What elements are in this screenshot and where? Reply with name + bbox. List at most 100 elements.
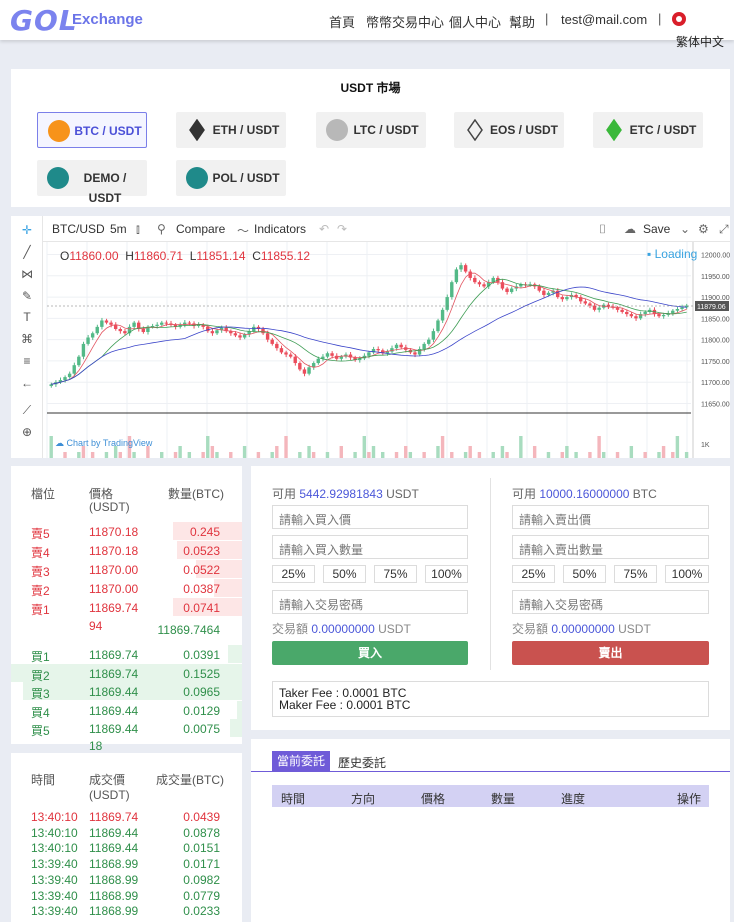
nav-user-center[interactable]: 個人中心 [449,15,502,30]
candle-body [104,320,109,323]
trade-qty: 0.0171 [183,857,220,872]
user-email[interactable]: test@mail.com [561,12,648,27]
sell-qty-input[interactable]: 請輸入賣出數量 [512,535,709,559]
bid-row[interactable]: 買2 11869.74 0.1525 [11,663,242,683]
candle-body [67,373,72,378]
pattern-icon[interactable]: ⌘ [21,332,33,346]
ma-line-slow [51,286,687,385]
volume-bar [629,446,634,458]
ruler-icon[interactable]: ⟋ [22,403,32,417]
buy-pct-25[interactable]: 25% [272,565,315,583]
buy-qty-input[interactable]: 請輸入買入數量 [272,535,468,559]
volume-bar [602,452,606,458]
zoom-icon[interactable]: ⊕ [21,425,33,439]
candle-body [371,349,376,353]
chevron-down-icon[interactable]: ⌄ [680,222,691,236]
ask-depth-bar [172,522,242,540]
nav-trading-center[interactable]: 幣幣交易中心 [366,15,445,30]
volume-bar [450,452,454,458]
bid-row[interactable]: 買3 11869.44 0.0965 [11,682,242,701]
coin-button-0[interactable]: BTC / USDT [37,112,147,148]
sell-button[interactable]: 賣出 [512,641,709,665]
chart-type-icon[interactable]: ⫾ [136,222,140,236]
compare-icon[interactable]: ⚲ [157,222,166,236]
buy-password-input[interactable]: 請輸入交易密碼 [272,590,468,614]
price-chart-canvas[interactable]: 12000.00 11950.00 11900.00 11850.00 11800.00… [11,242,730,458]
buy-pct-75[interactable]: 75% [374,565,417,583]
coin-button-6[interactable]: POL / USDT [176,160,286,196]
gear-icon[interactable]: ⚙ [698,222,709,236]
coin-button-1[interactable]: ETH / USDT [176,112,286,148]
coin-button-2[interactable]: LTC / USDT [316,112,426,148]
crosshair-icon[interactable]: ✛ [21,223,33,237]
candle-body [505,288,509,292]
text-tool-icon[interactable]: T [23,310,31,324]
bid-row[interactable]: 買5 11869.44 0.0075 18 [11,719,242,753]
sell-password-input[interactable]: 請輸入交易密碼 [512,590,709,614]
sell-pct-100[interactable]: 100% [665,565,709,583]
save-button[interactable]: Save [643,222,671,236]
measure-icon[interactable]: ≡ [23,354,31,368]
buy-pct-100[interactable]: 100% [425,565,468,583]
bid-qty: 0.0391 [183,648,220,662]
bid-depth-bar [237,700,242,719]
ask-row[interactable]: 賣4 11870.18 0.0523 [11,541,242,560]
indicators-icon[interactable]: 〜 [237,224,250,238]
sell-pct-50[interactable]: 50% [563,565,606,583]
interval-button[interactable]: 5m [110,222,127,236]
camera-icon[interactable]: ⌷ [599,222,607,236]
volume-bar [242,446,247,458]
sell-amount-value: 0.00000000 [551,622,615,636]
undo-icon[interactable]: ↶ [319,222,330,236]
buy-pct-50[interactable]: 50% [323,565,366,583]
bid-row[interactable]: 買1 11869.74 0.0391 [11,645,242,664]
fib-icon[interactable]: ⋈ [21,267,33,281]
redo-icon[interactable]: ↷ [337,222,348,236]
coin-button-4[interactable]: ETC / USDT [593,112,703,148]
candle-body [491,277,495,283]
trendline-icon[interactable]: ╱ [23,245,31,259]
sell-pct-75[interactable]: 75% [614,565,657,583]
brush-icon[interactable]: ✎ [21,289,33,303]
candle-body [215,330,219,334]
ask-row[interactable]: 賣2 11870.00 0.0387 [11,579,242,598]
price-tick: 12000.00 [701,253,730,260]
volume-bar [500,446,505,458]
candle-body [288,354,293,357]
ask-row[interactable]: 賣3 11870.00 0.0522 [11,560,242,579]
tradingview-attribution[interactable]: ☁ Chart by TradingView [55,438,153,448]
coin-label: POL / USDT [212,171,280,185]
hong-kong-flag-icon[interactable] [672,12,686,26]
sell-price-input[interactable]: 請輸入賣出價 [512,505,709,529]
tab-current-orders[interactable]: 當前委託 [272,751,330,771]
volume-bar [353,452,357,458]
nav-help[interactable]: 幫助 [509,15,536,30]
candle-body [109,322,113,325]
candle-body [160,322,164,325]
symbol-label[interactable]: BTC/USD [52,222,105,236]
logo-text[interactable]: GOL [10,4,78,37]
indicators-button[interactable]: Indicators [254,222,307,236]
candle-body [385,351,390,354]
sell-pct-25[interactable]: 25% [512,565,555,583]
coin-button-3[interactable]: EOS / USDT [454,112,564,148]
candle-body [187,322,192,324]
buy-button[interactable]: 買入 [272,641,468,665]
ask-row[interactable]: 賣5 11870.18 0.245 [11,522,242,541]
logo-subtext[interactable]: Exchange [72,11,143,28]
mid-price: 11869.7464 [157,623,220,637]
bid-row[interactable]: 買4 11869.44 0.0129 [11,700,242,720]
back-arrow-icon[interactable]: ← [21,376,33,390]
coin-button-5[interactable]: DEMO / USDT [37,160,147,205]
ask-row[interactable]: 賣1 11869.74 0.0741 94 [11,598,242,633]
tab-order-history[interactable]: 歷史委託 [338,756,387,770]
buy-price-input[interactable]: 請輸入買入價 [272,505,468,529]
nav-home[interactable]: 首頁 [329,15,356,30]
candle-body [201,324,205,327]
candle-body [551,290,555,293]
trade-time: 13:40:10 [31,810,78,824]
cloud-icon[interactable]: ☁ [624,222,636,236]
language-selector[interactable]: 繁体中文 [676,35,725,49]
compare-button[interactable]: Compare [176,222,226,236]
fullscreen-icon[interactable]: ⤢ [719,222,729,236]
